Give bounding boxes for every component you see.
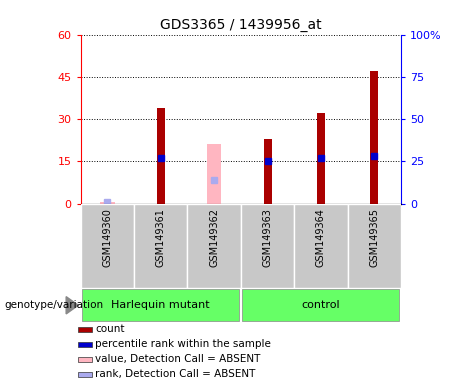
Text: value, Detection Call = ABSENT: value, Detection Call = ABSENT	[95, 354, 260, 364]
Text: Harlequin mutant: Harlequin mutant	[112, 300, 210, 310]
Text: GSM149360: GSM149360	[102, 208, 112, 266]
Bar	[264, 139, 272, 204]
Bar	[348, 204, 401, 288]
Bar	[317, 113, 325, 204]
Text: GSM149362: GSM149362	[209, 208, 219, 267]
Bar	[78, 356, 92, 362]
Bar	[82, 290, 239, 321]
Text: control: control	[301, 300, 340, 310]
Bar	[242, 290, 400, 321]
Title: GDS3365 / 1439956_at: GDS3365 / 1439956_at	[160, 18, 322, 32]
Text: GSM149365: GSM149365	[369, 208, 379, 267]
Bar	[370, 71, 378, 204]
Text: GSM149361: GSM149361	[156, 208, 166, 266]
Bar	[241, 204, 294, 288]
Text: percentile rank within the sample: percentile rank within the sample	[95, 339, 271, 349]
Bar	[134, 204, 188, 288]
Bar	[207, 144, 221, 204]
Bar	[81, 204, 134, 288]
Text: GSM149364: GSM149364	[316, 208, 326, 266]
Text: count: count	[95, 324, 124, 334]
Bar	[78, 342, 92, 347]
Bar	[78, 326, 92, 333]
Bar	[78, 372, 92, 377]
Bar	[188, 204, 241, 288]
Text: GSM149363: GSM149363	[263, 208, 272, 266]
Polygon shape	[66, 296, 78, 314]
Text: genotype/variation: genotype/variation	[5, 300, 104, 310]
Bar	[100, 202, 115, 204]
Bar	[157, 108, 165, 204]
Text: rank, Detection Call = ABSENT: rank, Detection Call = ABSENT	[95, 369, 255, 379]
Bar	[294, 204, 348, 288]
